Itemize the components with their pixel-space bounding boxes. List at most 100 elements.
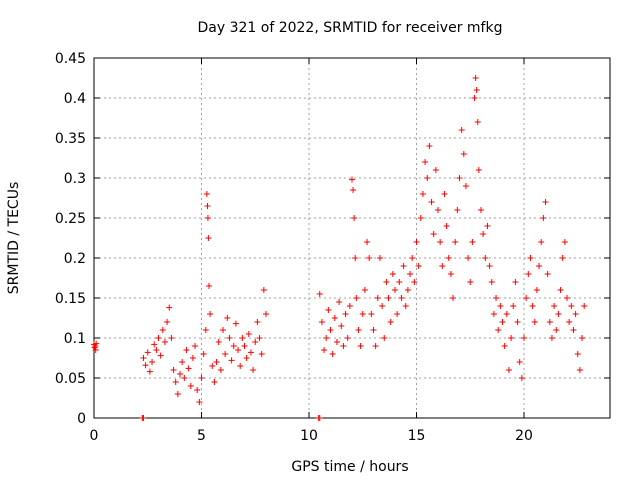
data-point bbox=[344, 335, 351, 341]
data-point bbox=[168, 335, 175, 341]
data-point bbox=[454, 207, 461, 213]
data-point bbox=[499, 319, 506, 325]
data-point bbox=[194, 387, 201, 393]
data-point bbox=[198, 375, 205, 381]
data-point bbox=[430, 231, 437, 237]
data-point bbox=[480, 231, 487, 237]
data-point bbox=[514, 319, 521, 325]
data-point bbox=[329, 351, 336, 357]
data-point bbox=[374, 295, 381, 301]
data-point bbox=[172, 379, 179, 385]
data-point bbox=[153, 347, 160, 353]
data-point bbox=[472, 75, 479, 81]
data-point bbox=[443, 223, 450, 229]
x-tick-label: 5 bbox=[197, 428, 206, 444]
data-point bbox=[478, 207, 484, 213]
data-point bbox=[538, 239, 545, 245]
data-point bbox=[493, 295, 500, 301]
data-point bbox=[407, 271, 414, 277]
data-point bbox=[140, 415, 147, 421]
data-point bbox=[316, 291, 323, 297]
data-point bbox=[579, 335, 586, 341]
data-point bbox=[161, 339, 168, 345]
data-point bbox=[196, 399, 203, 405]
data-point bbox=[441, 191, 448, 197]
data-point bbox=[402, 303, 409, 309]
data-point bbox=[413, 239, 420, 245]
data-point bbox=[364, 239, 371, 245]
data-point bbox=[146, 368, 153, 375]
data-point bbox=[247, 349, 254, 356]
data-point bbox=[460, 151, 467, 157]
y-tick-label: 0.1 bbox=[64, 331, 86, 347]
y-tick-label: 0.25 bbox=[55, 211, 86, 227]
data-point bbox=[484, 223, 491, 229]
data-point bbox=[503, 311, 510, 317]
data-point bbox=[527, 255, 534, 261]
data-point bbox=[566, 319, 573, 325]
data-point bbox=[419, 191, 426, 197]
data-point bbox=[215, 339, 222, 345]
data-point bbox=[185, 365, 192, 372]
data-point bbox=[183, 347, 190, 353]
data-point bbox=[426, 143, 433, 149]
data-point bbox=[235, 347, 242, 353]
data-point bbox=[424, 175, 431, 181]
data-point bbox=[555, 311, 562, 317]
data-point bbox=[462, 183, 469, 189]
y-tick-label: 0.15 bbox=[55, 291, 86, 307]
data-point bbox=[450, 295, 457, 301]
data-point bbox=[542, 199, 549, 205]
data-point bbox=[387, 319, 394, 325]
data-point bbox=[256, 335, 263, 341]
data-point bbox=[495, 327, 502, 333]
y-tick-label: 0.3 bbox=[64, 171, 86, 187]
data-point bbox=[209, 363, 216, 369]
data-point bbox=[561, 239, 568, 245]
data-point bbox=[204, 215, 211, 221]
x-tick-label: 20 bbox=[515, 428, 533, 444]
data-point bbox=[155, 335, 162, 341]
data-point bbox=[349, 176, 355, 183]
data-point bbox=[370, 327, 377, 333]
data-point bbox=[336, 299, 343, 305]
x-axis-ticks: 0 5 10 15 20 bbox=[90, 58, 533, 444]
data-point bbox=[217, 367, 224, 373]
data-point bbox=[385, 295, 392, 301]
data-point bbox=[432, 167, 439, 173]
x-axis-label: GPS time / hours bbox=[291, 459, 408, 475]
data-point bbox=[576, 367, 583, 373]
plot-frame bbox=[93, 57, 611, 419]
data-point bbox=[497, 303, 504, 309]
data-point bbox=[490, 311, 497, 317]
data-point bbox=[228, 357, 235, 364]
x-tick-label: 10 bbox=[300, 428, 318, 444]
data-point bbox=[263, 311, 269, 317]
data-point bbox=[203, 191, 210, 197]
data-point bbox=[170, 367, 177, 373]
data-point bbox=[467, 279, 474, 285]
data-point bbox=[325, 307, 332, 313]
data-point bbox=[574, 351, 581, 357]
data-point bbox=[355, 327, 362, 333]
y-tick-label: 0.45 bbox=[55, 51, 86, 67]
data-point bbox=[159, 327, 166, 333]
data-point bbox=[224, 315, 231, 321]
data-point bbox=[568, 303, 575, 309]
data-point bbox=[531, 319, 538, 325]
data-point bbox=[394, 311, 401, 317]
data-point bbox=[254, 319, 261, 325]
data-point bbox=[392, 287, 398, 293]
data-point bbox=[213, 359, 220, 365]
data-point bbox=[381, 335, 388, 341]
data-point bbox=[230, 343, 237, 349]
data-point bbox=[368, 311, 375, 317]
data-point bbox=[415, 263, 422, 269]
data-point bbox=[458, 127, 465, 133]
data-point bbox=[372, 343, 379, 349]
data-point bbox=[469, 239, 476, 245]
y-axis-label: SRMTID / TECUs bbox=[6, 182, 22, 295]
data-point bbox=[439, 263, 446, 269]
data-point bbox=[398, 295, 405, 301]
